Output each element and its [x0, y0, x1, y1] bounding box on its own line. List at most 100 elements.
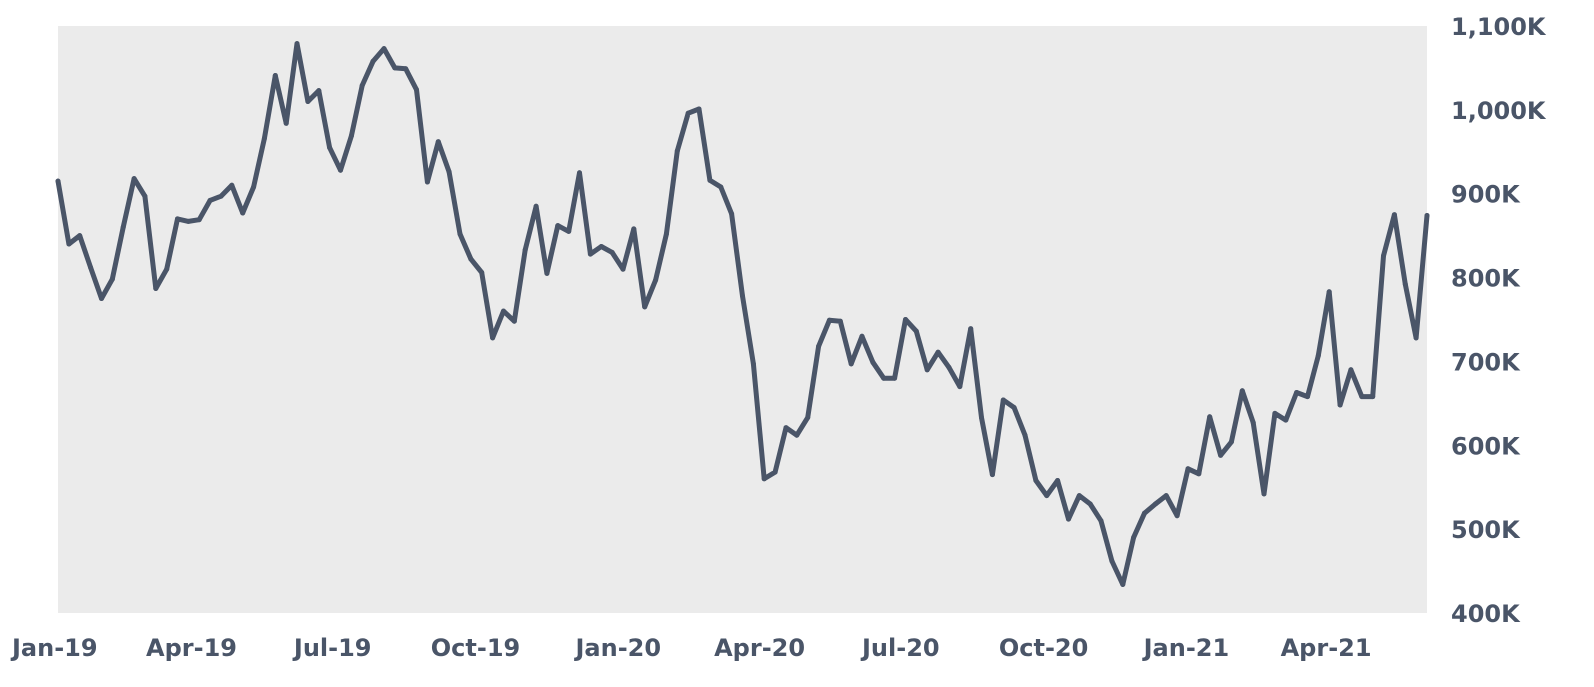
data-point — [142, 193, 148, 199]
data-point — [479, 270, 485, 275]
data-point — [229, 182, 235, 188]
data-point — [848, 361, 854, 367]
x-tick-label: Apr-21 — [1281, 634, 1372, 662]
data-point — [805, 415, 811, 421]
data-point — [1022, 432, 1028, 438]
data-point — [99, 296, 104, 301]
data-point — [120, 224, 126, 230]
data-point — [718, 184, 724, 190]
data-point — [794, 432, 800, 438]
data-point — [251, 184, 257, 190]
data-point — [1076, 493, 1082, 499]
data-point — [903, 317, 908, 322]
data-point — [642, 304, 648, 310]
data-point — [1142, 510, 1147, 516]
data-point — [359, 83, 365, 88]
data-point — [816, 343, 822, 349]
data-point — [403, 66, 409, 72]
data-point — [1326, 289, 1332, 295]
data-point — [1000, 397, 1006, 403]
data-point — [392, 65, 398, 71]
data-point — [175, 216, 180, 222]
data-point — [913, 328, 919, 334]
data-point — [490, 335, 496, 341]
x-tick-label: Oct-19 — [431, 634, 520, 662]
data-point — [511, 318, 517, 324]
data-point — [501, 308, 506, 314]
data-point — [870, 359, 876, 365]
data-point — [598, 244, 604, 249]
data-point — [196, 217, 202, 223]
data-point — [1185, 466, 1191, 472]
data-point — [1305, 394, 1310, 400]
data-point — [555, 223, 561, 229]
data-point — [1109, 558, 1115, 564]
data-point — [1402, 281, 1408, 287]
data-point — [1272, 410, 1278, 416]
data-point — [979, 415, 984, 421]
y-tick-label: 800K — [1451, 265, 1521, 293]
data-point — [1120, 582, 1126, 587]
data-point — [707, 177, 713, 183]
data-point — [892, 375, 898, 381]
y-tick-label: 400K — [1451, 600, 1521, 628]
data-point — [1370, 394, 1376, 400]
data-point — [1131, 535, 1137, 540]
y-tick-label: 600K — [1451, 432, 1521, 460]
data-point — [946, 364, 952, 370]
data-point — [207, 197, 213, 203]
data-point — [837, 318, 843, 324]
data-point — [761, 476, 767, 482]
data-point — [218, 193, 224, 199]
data-point — [305, 99, 311, 104]
data-point — [348, 133, 354, 139]
data-point — [185, 218, 191, 224]
data-point — [164, 266, 170, 272]
data-point — [414, 87, 419, 93]
data-point — [1391, 212, 1397, 218]
data-point — [826, 317, 832, 323]
data-point — [750, 361, 756, 367]
x-tick-label: Apr-19 — [146, 634, 237, 662]
data-point — [1098, 518, 1104, 524]
x-tick-label: Jan-21 — [1142, 634, 1230, 662]
data-point — [522, 247, 528, 253]
y-tick-label: 500K — [1451, 516, 1521, 544]
data-point — [663, 231, 669, 237]
x-tick-label: Jul-19 — [292, 634, 372, 662]
data-point — [370, 58, 376, 64]
data-point — [468, 256, 474, 262]
data-point — [424, 179, 430, 185]
data-point — [435, 139, 441, 145]
data-point — [131, 176, 137, 182]
x-tick-label: Jul-20 — [860, 634, 940, 662]
data-point — [935, 349, 941, 355]
data-point — [696, 106, 702, 112]
data-point — [294, 41, 300, 47]
data-point — [685, 110, 691, 116]
data-point — [1087, 501, 1093, 507]
data-point — [283, 120, 289, 126]
data-point — [381, 46, 387, 52]
data-point — [1218, 452, 1224, 458]
x-tick-label: Jan-19 — [10, 634, 98, 662]
data-point — [1011, 405, 1017, 411]
data-point — [1228, 439, 1234, 445]
data-point — [77, 233, 83, 239]
data-point — [240, 210, 246, 216]
y-axis-tick-labels: 1,100K 1,000K 900K 800K 700K 600K 500K 400K — [1451, 13, 1547, 628]
data-point — [316, 88, 322, 94]
data-point — [1315, 353, 1321, 359]
data-point — [446, 169, 452, 175]
data-point — [968, 326, 974, 332]
data-point — [1033, 478, 1039, 483]
data-point — [1044, 493, 1050, 499]
y-tick-label: 1,000K — [1451, 97, 1547, 125]
data-point — [1359, 394, 1365, 400]
data-point — [1294, 390, 1300, 395]
data-point — [957, 384, 963, 390]
data-point — [1348, 367, 1354, 373]
data-point — [261, 135, 267, 141]
data-point — [1283, 417, 1289, 423]
data-point — [729, 211, 735, 217]
